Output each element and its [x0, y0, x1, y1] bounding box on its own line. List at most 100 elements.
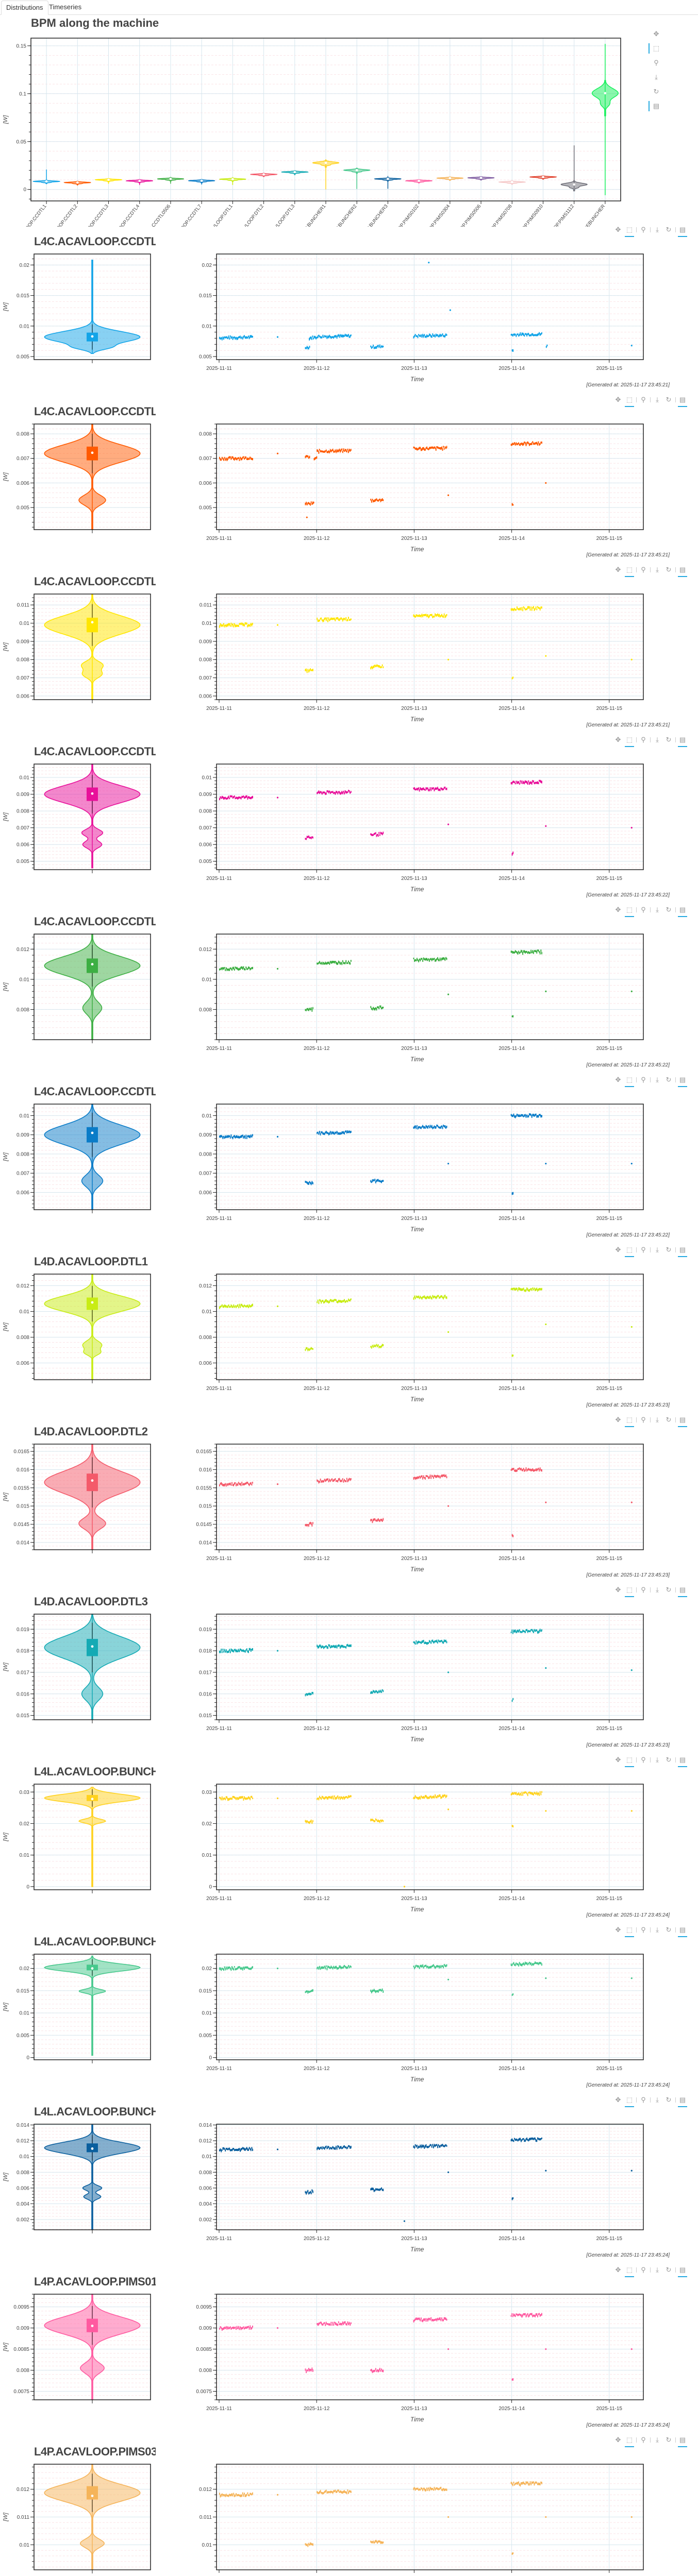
- data-point: [514, 1287, 516, 1291]
- save-icon[interactable]: ⤓: [656, 396, 659, 403]
- box-zoom-icon[interactable]: ⬚: [624, 1075, 635, 1087]
- wheel-zoom-icon[interactable]: ⚲: [641, 736, 646, 743]
- reset-icon[interactable]: ↻: [666, 226, 672, 233]
- reset-icon[interactable]: ↻: [666, 1586, 672, 1594]
- wheel-zoom-icon[interactable]: ⚲: [641, 566, 646, 573]
- save-icon[interactable]: ⤓: [655, 73, 658, 81]
- box-zoom-icon[interactable]: ⬚: [624, 1415, 635, 1427]
- hover-icon[interactable]: ▤: [677, 1585, 688, 1597]
- pan-icon[interactable]: ✥: [615, 736, 621, 743]
- save-icon[interactable]: ⤓: [656, 1586, 659, 1594]
- data-point: [326, 1300, 328, 1303]
- wheel-zoom-icon[interactable]: ⚲: [641, 1076, 646, 1083]
- wheel-zoom-icon[interactable]: ⚲: [641, 2096, 646, 2104]
- save-icon[interactable]: ⤓: [656, 736, 659, 743]
- hover-icon[interactable]: ▤: [677, 1755, 688, 1767]
- reset-icon[interactable]: ↻: [666, 1416, 672, 1423]
- box-zoom-icon[interactable]: ⬚: [624, 225, 635, 237]
- pan-icon[interactable]: ✥: [615, 566, 621, 573]
- wheel-zoom-icon[interactable]: ⚲: [654, 59, 659, 66]
- save-icon[interactable]: ⤓: [656, 2096, 659, 2104]
- reset-icon[interactable]: ↻: [666, 2096, 672, 2104]
- reset-icon[interactable]: ↻: [666, 1756, 672, 1764]
- overview-title: BPM along the machine: [31, 16, 159, 29]
- reset-icon[interactable]: ↻: [666, 1076, 672, 1083]
- data-point: [335, 1478, 336, 1480]
- box-zoom-icon[interactable]: ⬚: [624, 395, 635, 407]
- data-point: [416, 1126, 417, 1129]
- data-point: [516, 1792, 517, 1794]
- hover-icon[interactable]: ▤: [649, 99, 662, 113]
- tab-distributions[interactable]: Distributions: [1, 1, 48, 15]
- pan-icon[interactable]: ✥: [615, 226, 621, 233]
- hover-icon[interactable]: ▤: [677, 565, 688, 577]
- box-zoom-icon[interactable]: ⬚: [649, 41, 662, 56]
- tab-timeseries[interactable]: Timeseries: [49, 3, 82, 11]
- box-zoom-icon[interactable]: ⬚: [624, 1585, 635, 1597]
- pan-icon[interactable]: ✥: [615, 1586, 621, 1594]
- hover-icon[interactable]: ▤: [677, 225, 688, 237]
- pan-icon[interactable]: ✥: [615, 2096, 621, 2104]
- data-point: [440, 615, 442, 617]
- box-zoom-icon[interactable]: ⬚: [624, 2095, 635, 2107]
- pan-icon[interactable]: ✥: [615, 1246, 621, 1253]
- box-zoom-icon[interactable]: ⬚: [624, 735, 635, 747]
- save-icon[interactable]: ⤓: [656, 1246, 659, 1253]
- save-icon[interactable]: ⤓: [656, 906, 659, 913]
- save-icon[interactable]: ⤓: [656, 566, 659, 573]
- data-point: [532, 333, 534, 336]
- reset-icon[interactable]: ↻: [666, 1246, 672, 1253]
- wheel-zoom-icon[interactable]: ⚲: [641, 1246, 646, 1253]
- data-point: [525, 1115, 527, 1118]
- data-point: [325, 2145, 327, 2148]
- wheel-zoom-icon[interactable]: ⚲: [641, 1756, 646, 1764]
- wheel-zoom-icon[interactable]: ⚲: [641, 906, 646, 913]
- save-icon[interactable]: ⤓: [656, 1076, 659, 1083]
- hover-icon[interactable]: ▤: [677, 2095, 688, 2107]
- hover-icon[interactable]: ▤: [677, 735, 688, 747]
- data-point: [428, 789, 430, 791]
- data-point: [442, 1126, 443, 1129]
- reset-icon[interactable]: ↻: [666, 906, 672, 913]
- hover-icon[interactable]: ▤: [677, 905, 688, 917]
- y-tick-label: 0.007: [16, 825, 29, 831]
- reset-icon[interactable]: ↻: [666, 1926, 672, 1934]
- data-point: [439, 957, 441, 960]
- reset-icon[interactable]: ↻: [666, 566, 672, 573]
- pan-icon[interactable]: ✥: [615, 906, 621, 913]
- pan-icon[interactable]: ✥: [653, 30, 659, 38]
- data-point: [339, 2146, 341, 2149]
- box-zoom-icon[interactable]: ⬚: [624, 905, 635, 917]
- wheel-zoom-icon[interactable]: ⚲: [641, 1416, 646, 1423]
- outlier-point: [403, 1886, 406, 1888]
- reset-icon[interactable]: ↻: [653, 88, 659, 95]
- box-zoom-icon[interactable]: ⬚: [624, 1755, 635, 1767]
- pan-icon[interactable]: ✥: [615, 1076, 621, 1083]
- reset-icon[interactable]: ↻: [666, 396, 672, 403]
- reset-icon[interactable]: ↻: [666, 736, 672, 743]
- wheel-zoom-icon[interactable]: ⚲: [641, 1926, 646, 1934]
- pan-icon[interactable]: ✥: [615, 1416, 621, 1423]
- hover-icon[interactable]: ▤: [677, 1245, 688, 1257]
- save-icon[interactable]: ⤓: [656, 1416, 659, 1423]
- save-icon[interactable]: ⤓: [656, 1756, 659, 1764]
- save-icon[interactable]: ⤓: [656, 1926, 659, 1934]
- data-point: [250, 335, 252, 338]
- data-point: [443, 2317, 445, 2320]
- pan-icon[interactable]: ✥: [615, 1926, 621, 1934]
- box-zoom-icon[interactable]: ⬚: [624, 565, 635, 577]
- wheel-zoom-icon[interactable]: ⚲: [641, 226, 646, 233]
- box-zoom-icon[interactable]: ⬚: [624, 1245, 635, 1257]
- hover-icon[interactable]: ▤: [677, 1415, 688, 1427]
- data-point: [226, 1483, 228, 1485]
- data-point: [526, 2137, 528, 2140]
- hover-icon[interactable]: ▤: [677, 1075, 688, 1087]
- box-zoom-icon[interactable]: ⬚: [624, 1925, 635, 1937]
- save-icon[interactable]: ⤓: [656, 226, 659, 233]
- pan-icon[interactable]: ✥: [615, 1756, 621, 1764]
- hover-icon[interactable]: ▤: [677, 1925, 688, 1937]
- wheel-zoom-icon[interactable]: ⚲: [641, 1586, 646, 1594]
- wheel-zoom-icon[interactable]: ⚲: [641, 396, 646, 403]
- hover-icon[interactable]: ▤: [677, 395, 688, 407]
- pan-icon[interactable]: ✥: [615, 396, 621, 403]
